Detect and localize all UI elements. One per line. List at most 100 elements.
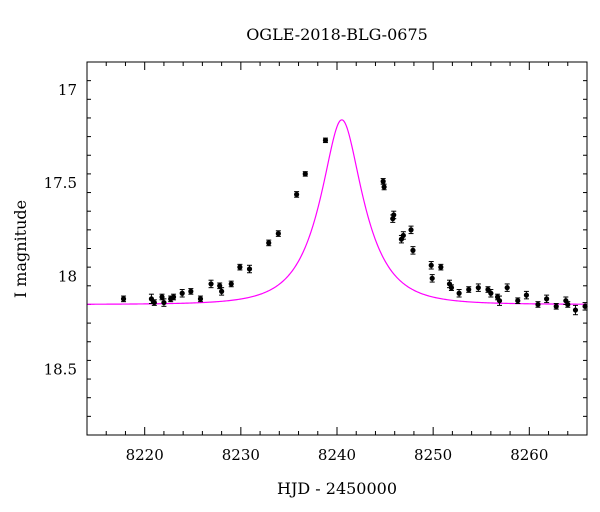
data-point xyxy=(120,295,127,303)
point-marker xyxy=(475,285,481,291)
point-marker xyxy=(161,299,167,306)
x-tick-label: 8220 xyxy=(126,446,164,464)
data-point xyxy=(381,183,387,191)
point-marker xyxy=(246,266,253,272)
data-point xyxy=(448,284,455,291)
y-tick-label: 18 xyxy=(58,267,77,285)
data-point xyxy=(266,239,272,247)
model-curve xyxy=(87,119,588,305)
data-point xyxy=(197,295,204,303)
point-marker xyxy=(485,286,491,293)
point-marker xyxy=(400,232,406,239)
data-point xyxy=(179,289,185,298)
data-point xyxy=(294,191,300,198)
data-point xyxy=(188,288,194,295)
data-point xyxy=(219,287,225,296)
data-point xyxy=(496,295,503,306)
point-marker xyxy=(322,137,329,143)
point-marker xyxy=(448,285,455,291)
x-tick-labels: 8220 8230 8240 8250 8260 xyxy=(126,446,549,464)
point-marker xyxy=(266,240,272,246)
point-marker xyxy=(408,227,414,233)
y-tick-labels: 17 17.5 18 18.5 xyxy=(44,81,77,379)
point-marker xyxy=(151,299,157,306)
point-marker xyxy=(381,184,387,190)
data-point xyxy=(438,263,444,271)
y-tick-label: 17.5 xyxy=(44,174,77,192)
point-marker xyxy=(275,230,281,237)
data-point xyxy=(504,283,510,292)
point-marker xyxy=(504,285,510,291)
point-marker xyxy=(428,262,434,268)
y-tick-label: 18.5 xyxy=(44,361,77,379)
point-marker xyxy=(197,296,204,302)
data-point xyxy=(544,294,550,304)
data-point xyxy=(488,289,494,298)
point-marker xyxy=(488,290,494,296)
point-marker xyxy=(219,288,225,294)
x-tick-label: 8260 xyxy=(510,446,548,464)
data-point xyxy=(535,301,541,308)
point-marker xyxy=(466,286,472,293)
data-point xyxy=(456,289,462,298)
data-point xyxy=(275,230,281,237)
point-marker xyxy=(544,296,550,302)
x-tick-label: 8230 xyxy=(222,446,260,464)
point-marker xyxy=(217,283,223,289)
point-marker xyxy=(496,298,503,304)
data-point xyxy=(391,210,397,220)
data-point xyxy=(302,171,308,177)
point-marker xyxy=(391,212,397,218)
point-marker xyxy=(582,303,588,309)
point-marker xyxy=(120,296,127,302)
data-point xyxy=(246,264,253,274)
point-marker xyxy=(410,247,416,253)
data-point xyxy=(515,297,521,305)
point-marker xyxy=(515,298,521,304)
point-marker xyxy=(208,281,214,287)
point-marker xyxy=(228,281,234,287)
point-marker xyxy=(429,275,435,281)
data-point xyxy=(161,298,167,307)
point-marker xyxy=(523,292,530,298)
point-marker xyxy=(535,301,541,308)
point-marker xyxy=(170,294,177,300)
point-marker xyxy=(456,290,462,296)
point-marker xyxy=(237,264,243,270)
data-point xyxy=(485,286,491,293)
point-marker xyxy=(159,294,165,300)
data-point xyxy=(466,286,472,293)
point-marker xyxy=(565,301,571,308)
data-point xyxy=(523,290,530,300)
chart-title: OGLE-2018-BLG-0675 xyxy=(246,25,428,44)
data-point xyxy=(572,304,579,316)
data-point xyxy=(170,293,177,301)
point-marker xyxy=(380,178,386,184)
data-point xyxy=(159,293,165,301)
data-point xyxy=(565,301,571,308)
point-marker xyxy=(302,171,308,177)
data-point xyxy=(380,178,386,185)
data-point xyxy=(428,261,434,270)
data-point xyxy=(553,303,559,310)
data-point xyxy=(228,280,234,288)
data-point xyxy=(475,283,481,292)
x-tick-label: 8250 xyxy=(414,446,452,464)
data-points xyxy=(120,137,588,316)
data-point xyxy=(151,299,157,306)
point-marker xyxy=(553,303,559,309)
y-axis-title: I magnitude xyxy=(11,200,30,298)
data-point xyxy=(408,225,414,235)
data-point xyxy=(208,279,214,289)
x-tick-label: 8240 xyxy=(318,446,356,464)
point-marker xyxy=(572,307,579,313)
point-marker xyxy=(188,288,194,294)
axis-ticks xyxy=(86,61,588,436)
data-point xyxy=(410,246,416,255)
point-marker xyxy=(294,191,300,198)
data-point xyxy=(429,274,435,283)
data-point xyxy=(400,231,406,240)
point-marker xyxy=(438,264,444,270)
